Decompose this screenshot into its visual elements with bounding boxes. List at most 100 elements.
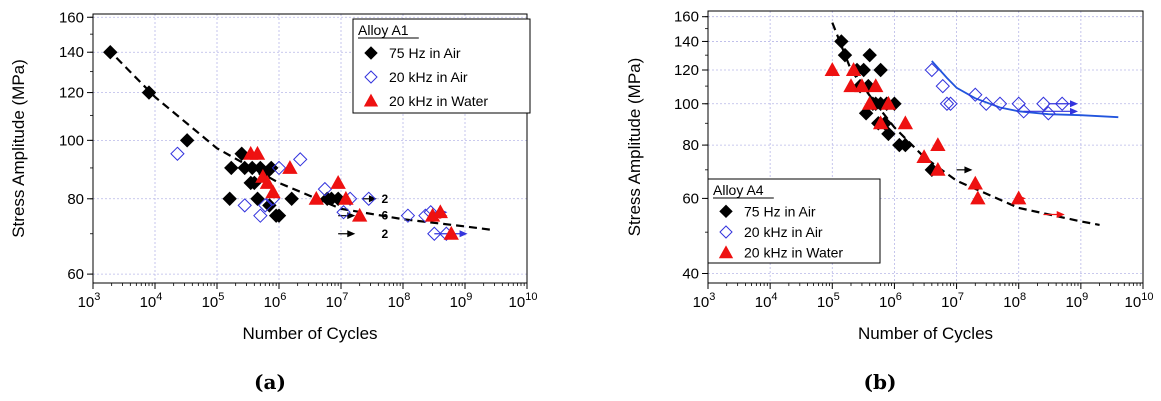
chart-b-x-tick-label: 106 [879,291,902,311]
chart-a-x-tick-label: 103 [78,291,101,311]
chart-b-point-red-triangle [930,161,946,176]
chart-b-y-tick-label: 60 [682,190,699,207]
chart-a-y-tick-label: 120 [59,85,84,102]
chart-a-point-open-diamond [258,198,273,213]
chart-a-annotation: 2 [381,192,388,206]
chart-a-annotation: 2 [381,227,388,241]
chart-a-point-black-diamond [264,160,279,176]
chart-b-y-tick-label: 80 [682,137,699,154]
chart-a-point-open-diamond [253,208,268,223]
chart-b-point-black-diamond [873,62,888,78]
chart-b-point-open-diamond [992,96,1008,111]
chart-b-y-tick-label: 40 [682,265,699,282]
chart-b-fit-line-2 [931,60,1119,119]
chart-b-point-black-diamond [858,106,874,121]
chart-a-runout-arrowhead [347,212,356,220]
chart-b-runout-arrowhead [1070,107,1079,115]
chart-b-runout-arrowhead [1070,100,1079,108]
chart-a-x-tick-label: 109 [450,291,473,311]
chart-b-points [824,34,1070,205]
chart-b-legend-box [707,178,881,264]
chart-a-point-red-triangle [308,190,325,205]
chart-b-point-red-triangle [916,149,932,164]
chart-a-point-black-diamond [284,191,299,206]
chart-a-y-tick-label: 60 [67,266,84,283]
chart-b-point-red-triangle [1011,190,1027,205]
chart-a-point-open-diamond [361,191,376,206]
chart-a-legend-label: 75 Hz in Air [389,45,461,61]
chart-a-fit-line-1 [106,47,493,232]
chart-a-annotation: 6 [381,209,388,223]
chart-b-runout-arrowhead [964,166,973,174]
chart-a-runout-arrowhead [347,230,356,238]
chart-b-y-ticks: 40 60 80 100 120 140 160 [674,9,708,282]
chart-b-point-red-triangle [843,78,859,93]
chart-a-x-tick-label: 106 [264,291,287,311]
chart-b-point-red-triangle [824,62,840,76]
chart-a-point-red-triangle [259,175,276,189]
chart-a-points [103,45,459,241]
chart-b-point-open-diamond [943,96,958,111]
chart-b-legend-marker [719,225,733,239]
chart-a-x-ticks: 103 104 105 106 107 108 109 1010 [78,283,538,311]
chart-b-plot-frame [707,10,1144,284]
chart-a-runout-arrowhead [459,230,468,238]
chart-b-legend: Alloy A4 75 Hz in Air 20 kHz in Air 20 kHz … [707,178,881,264]
chart-b-legend-title: Alloy A4 [713,182,764,198]
chart-a-runout-arrowhead [368,195,377,203]
chart-a-y-axis-label: Stress Amplitude (MPa) [9,59,28,238]
chart-a-x-tick-label: 1010 [509,291,538,311]
chart-b-point-black-diamond [862,47,877,63]
chart-a-y-tick-label: 140 [59,44,84,61]
chart-b-point-red-triangle [880,95,897,110]
chart-b-point-red-triangle [845,62,862,76]
chart-a-x-tick-label: 105 [202,291,225,311]
chart-b-fit-line-1 [831,22,1100,226]
chart-b-runout-arrowhead [1056,211,1065,219]
chart-a-legend-label: 20 kHz in Air [389,69,468,85]
chart-a-point-red-triangle [443,225,459,240]
chart-a-point-black-diamond [141,85,157,100]
chart-b-point-black-diamond [856,62,871,78]
chart-b-point-open-diamond [979,96,994,111]
chart-a-x-tick-label: 104 [140,291,163,311]
chart-a-point-open-diamond [293,152,308,167]
chart-b-point-open-diamond [924,62,940,78]
chart-b-point-open-diamond [1036,96,1051,111]
chart-a-point-open-diamond [336,205,351,220]
chart-a-y-ticks: 60 80 100 120 140 160 [59,9,93,283]
chart-a-point-open-diamond [400,208,416,223]
chart-b-point-red-triangle [854,78,870,93]
chart-a-legend-marker [363,93,379,107]
chart-b-legend-label: 20 kHz in Water [744,245,843,261]
chart-b-point-open-diamond [968,87,983,102]
chart-b-x-axis-label: Number of Cycles [858,324,993,343]
chart-a-point-open-diamond [170,146,185,161]
chart-a-y-tick-label: 100 [59,132,84,149]
chart-a-legend-label: 20 kHz in Water [389,93,488,109]
chart-b-point-red-triangle [967,175,983,190]
chart-a-point-open-diamond [271,160,287,176]
chart-b-x-tick-label: 108 [1003,291,1026,311]
chart-a-x-axis-label: Number of Cycles [242,324,377,343]
chart-a-caption: (a) [254,370,286,394]
chart-b-y-tick-label: 100 [674,96,699,113]
chart-b-y-tick-label: 160 [674,9,699,26]
chart-b-point-black-diamond [837,47,853,63]
chart-b-x-tick-label: 109 [1065,291,1088,311]
chart-a-point-black-diamond [179,133,195,148]
chart-a-y-tick-label: 160 [59,9,84,26]
chart-a-point-red-triangle [249,145,266,160]
chart-b-point-open-diamond [1016,104,1031,119]
chart-a-legend-marker [364,70,378,84]
chart-a-point-red-triangle [282,160,298,174]
chart-a-point-black-diamond [330,191,346,206]
chart-b-legend-marker [719,204,733,219]
chart-a-point-open-diamond [427,226,442,241]
chart-b-point-open-diamond [935,78,950,94]
chart-b-point-black-diamond [834,34,849,49]
chart-a-point-red-triangle [338,190,354,205]
chart-a-point-black-diamond [222,191,237,206]
chart-a-legend-marker [364,46,378,60]
